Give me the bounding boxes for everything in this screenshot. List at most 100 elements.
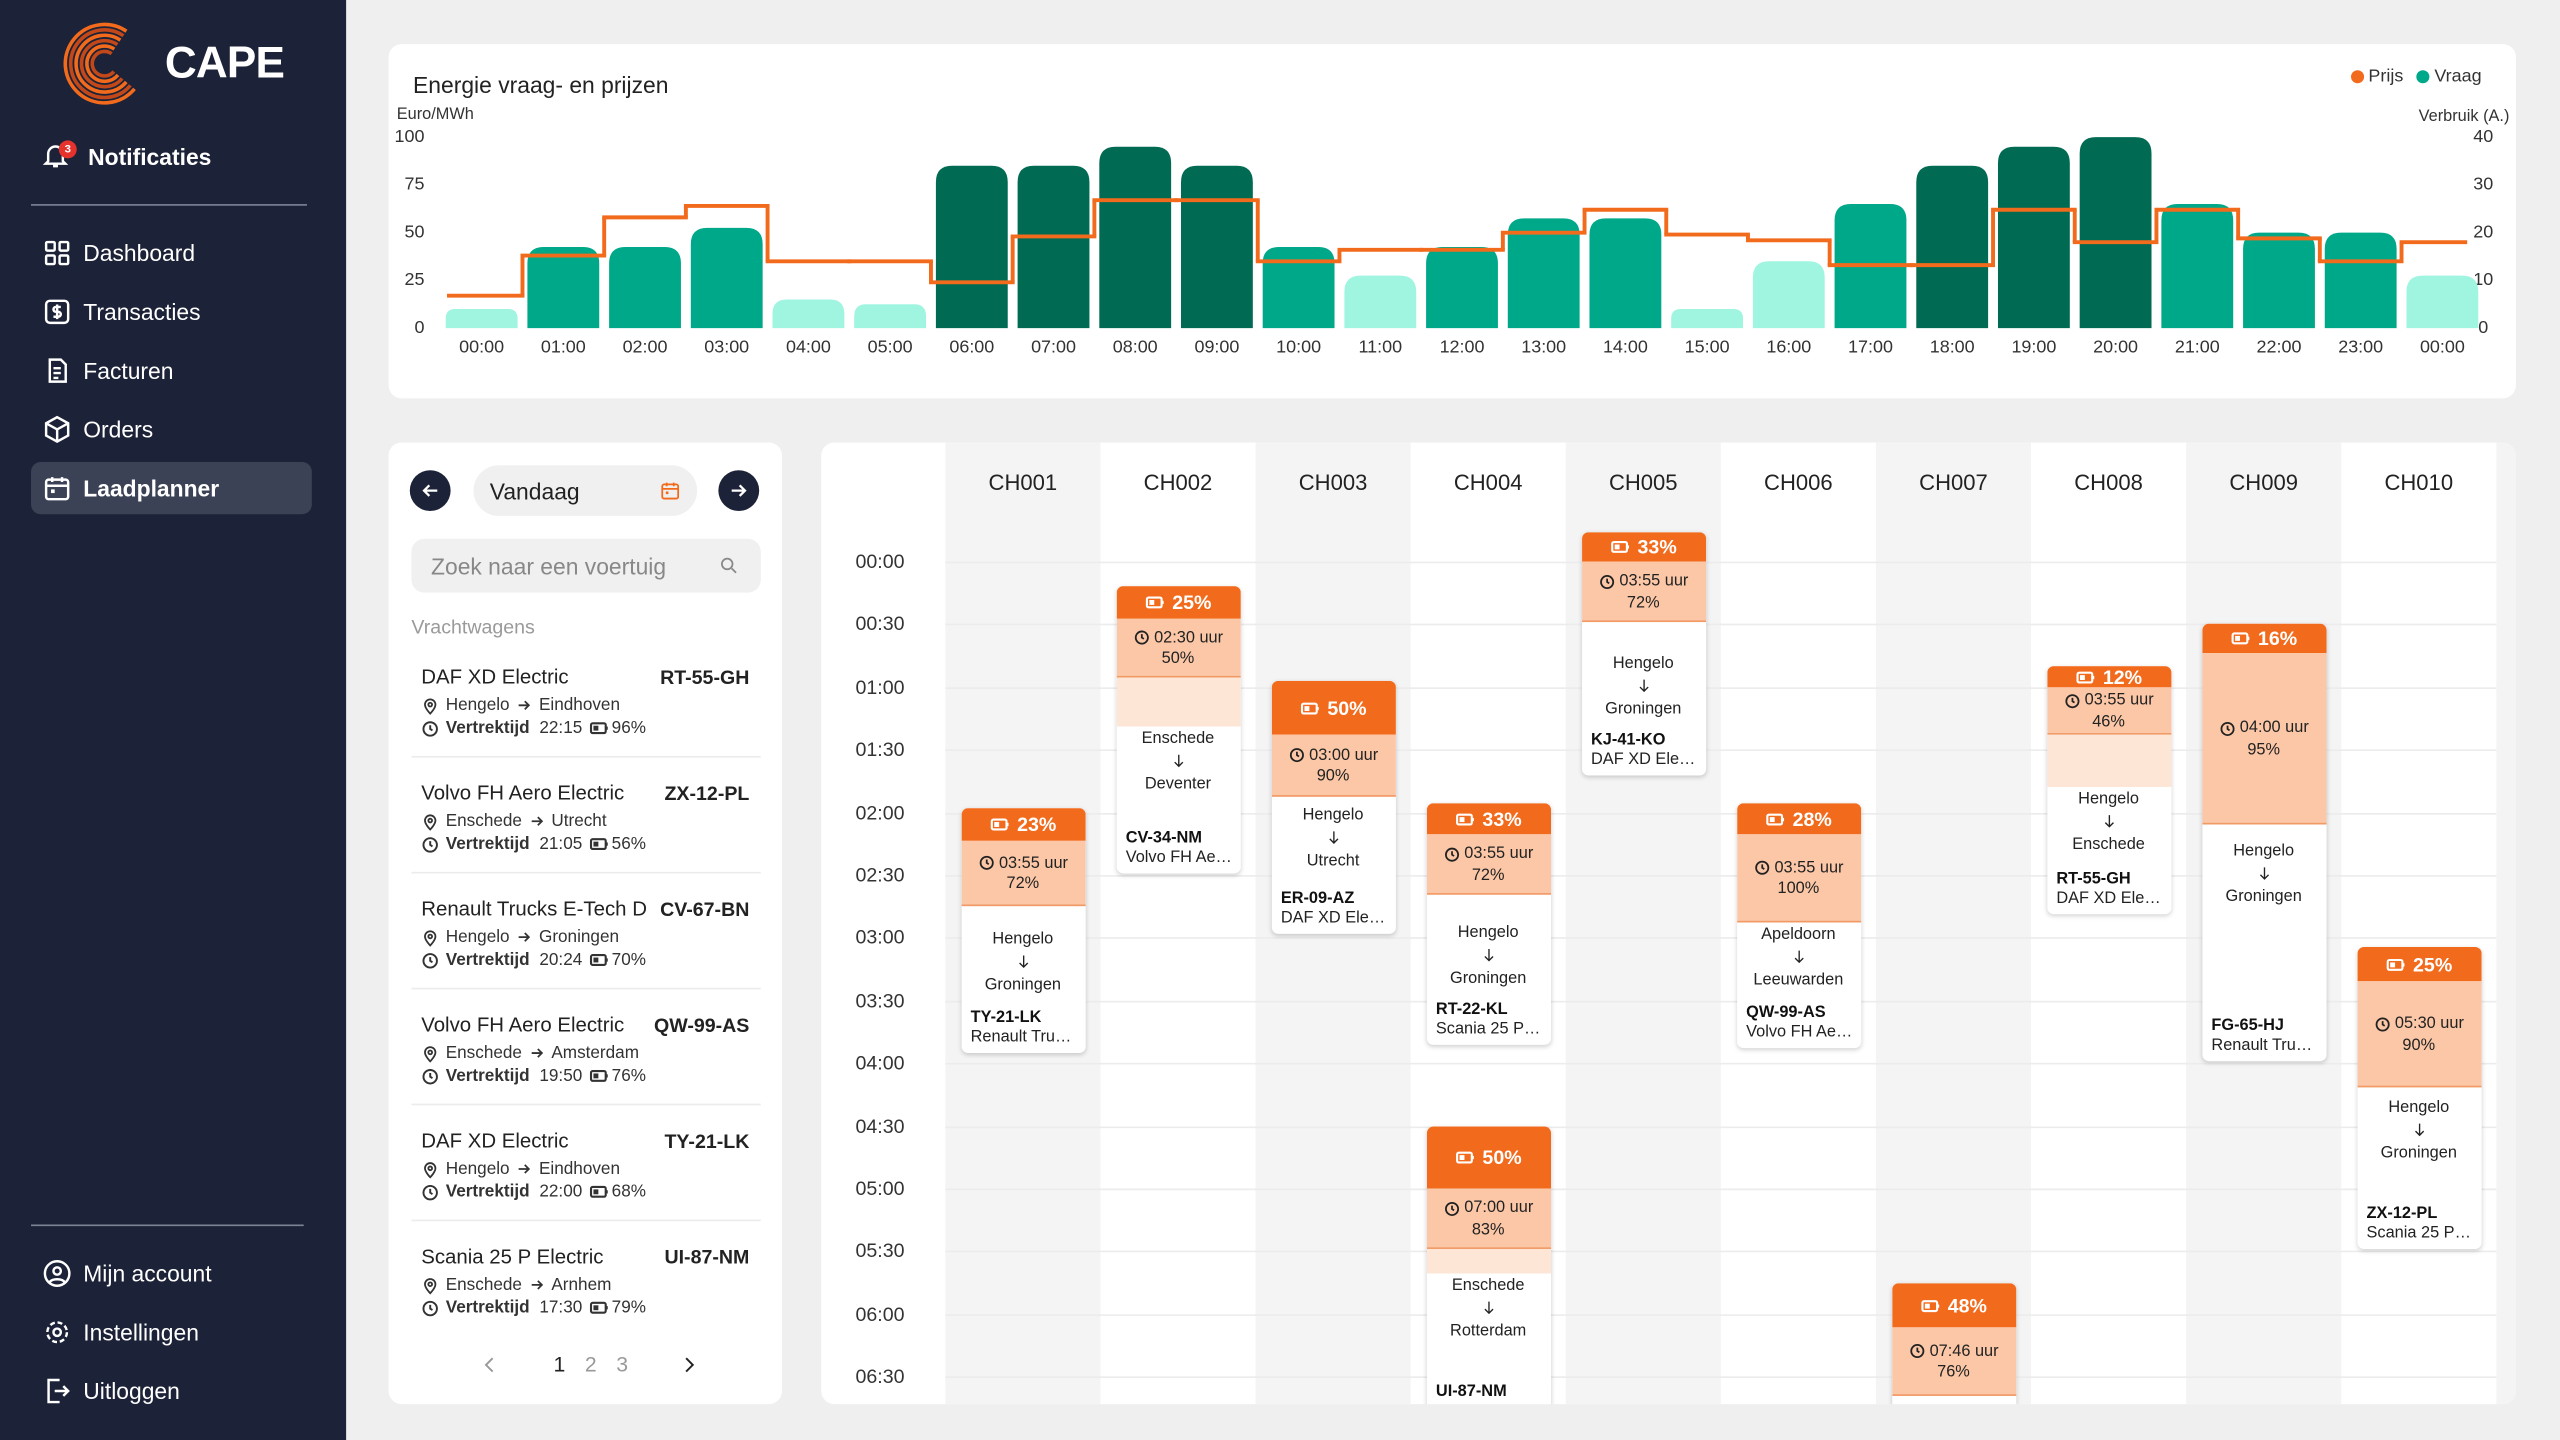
icon-part bbox=[2079, 674, 2085, 680]
row-line bbox=[945, 1376, 2497, 1379]
icon-part bbox=[422, 720, 438, 736]
icon-part bbox=[531, 816, 543, 826]
route-row: Enschede Amsterdam bbox=[421, 1043, 639, 1063]
departure-row: Vertrektijd 21:05 56% bbox=[421, 834, 646, 854]
charging-session[interactable]: 12% 03:55 uur 46% Hengelo Enschede RT-55-GH DA… bbox=[2046, 666, 2171, 915]
vehicle-name: Scania 25 P Electric bbox=[421, 1245, 604, 1269]
charging-session[interactable]: 50% 07:00 uur 83% Enschede Rotterdam UI-87-NM bbox=[1426, 1126, 1551, 1405]
icon bbox=[424, 1045, 437, 1062]
departure-label: Vertrektijd bbox=[445, 1066, 530, 1086]
search-placeholder: Zoek naar een voertuig bbox=[431, 553, 667, 580]
icon bbox=[1765, 812, 1784, 825]
demand-bar bbox=[1017, 165, 1090, 329]
icon bbox=[531, 1048, 543, 1058]
duration-row: 05:30 uur bbox=[2374, 1015, 2464, 1033]
page-prev[interactable] bbox=[478, 1353, 504, 1376]
next-day-button[interactable] bbox=[718, 470, 760, 512]
icon-part bbox=[1626, 545, 1629, 549]
icon-part bbox=[1599, 574, 1614, 589]
departure-row: Vertrektijd 17:30 79% bbox=[421, 1298, 646, 1318]
page-number[interactable]: 1 bbox=[553, 1351, 566, 1377]
session-vehicle: Volvo FH Ae… bbox=[1125, 848, 1232, 867]
vehicle-plate: CV-67-BN bbox=[660, 897, 750, 921]
route-to: Enschede bbox=[2072, 835, 2145, 854]
charging-session[interactable]: 48% 07:46 uur 76% bbox=[1891, 1283, 2016, 1405]
demand-bar bbox=[2324, 232, 2397, 329]
icon bbox=[422, 720, 438, 736]
icon bbox=[43, 1260, 71, 1287]
page-next[interactable] bbox=[677, 1353, 703, 1376]
session-header: 50% bbox=[1271, 680, 1396, 735]
charging-session[interactable]: 28% 03:55 uur 100% Apeldoorn Leeuwarden QW-99… bbox=[1736, 803, 1861, 1049]
icon-part bbox=[605, 726, 608, 730]
x-tick-label: 21:00 bbox=[2175, 336, 2220, 356]
duration: 02:30 uur bbox=[1154, 628, 1224, 647]
start-battery: 48% bbox=[1947, 1293, 1987, 1317]
section-label: Vrachtwagens bbox=[411, 615, 535, 639]
icon-part bbox=[44, 478, 70, 501]
route-from: Hengelo bbox=[445, 927, 510, 947]
icon bbox=[46, 1321, 69, 1344]
column-background bbox=[1875, 442, 2032, 1405]
icon-part bbox=[48, 1278, 66, 1283]
row-line bbox=[945, 875, 2497, 877]
row-line bbox=[945, 812, 2497, 815]
page-number[interactable]: 3 bbox=[616, 1351, 629, 1377]
date-picker[interactable] bbox=[473, 465, 698, 516]
charger-label: CH010 bbox=[2384, 470, 2454, 496]
search-input[interactable] bbox=[411, 538, 761, 593]
charging-session[interactable]: 50% 03:00 uur 90% Hengelo Utrecht ER-09-AZ DAF… bbox=[1271, 680, 1396, 934]
icon-part bbox=[422, 952, 438, 968]
session-header: 16% bbox=[2201, 623, 2326, 654]
icon-part bbox=[52, 1266, 63, 1276]
duration-row: 03:55 uur bbox=[2063, 691, 2154, 709]
icon-part bbox=[1160, 600, 1163, 605]
icon-part bbox=[993, 822, 999, 827]
departure-time: 20:24 bbox=[539, 950, 583, 970]
prev-day-button[interactable] bbox=[409, 470, 451, 512]
session-plate: FG-65-HJ bbox=[2211, 1017, 2285, 1036]
demand-bar bbox=[1589, 218, 1662, 329]
icon bbox=[1455, 812, 1474, 825]
page-number[interactable]: 2 bbox=[584, 1351, 597, 1377]
icon-part bbox=[592, 1189, 598, 1195]
nav-item[interactable] bbox=[31, 462, 312, 515]
charging-session[interactable]: 25% 02:30 uur 50% Enschede Deventer CV-34-NM V… bbox=[1115, 586, 1240, 874]
target-battery: 90% bbox=[1316, 767, 1350, 786]
charge-block: 03:00 uur 90% bbox=[1271, 734, 1396, 797]
session-plate: UI-87-NM bbox=[1435, 1382, 1507, 1401]
charging-session[interactable]: 25% 05:30 uur 90% Hengelo Groningen ZX-12-PL S… bbox=[2356, 946, 2481, 1249]
row-line bbox=[945, 1063, 2497, 1065]
time-label: 04:30 bbox=[855, 1114, 905, 1138]
notification-badge: 3 bbox=[58, 140, 77, 159]
icon-part bbox=[1303, 705, 1309, 711]
charge-block: 04:00 uur 95% bbox=[2201, 653, 2326, 825]
departure-label: Vertrektijd bbox=[445, 950, 530, 970]
route-row: Hengelo Eindhoven bbox=[421, 696, 620, 715]
logo-ring bbox=[90, 49, 119, 78]
route-row: Enschede Utrecht bbox=[421, 811, 607, 831]
icon-part bbox=[2091, 675, 2094, 679]
charging-session[interactable]: 16% 04:00 uur 95% Hengelo Groningen FG-65-HJ R… bbox=[2201, 623, 2326, 1062]
icon bbox=[1173, 754, 1183, 768]
session-header: 25% bbox=[1115, 586, 1240, 619]
route-from: Enschede bbox=[445, 1275, 522, 1295]
icon bbox=[1300, 701, 1318, 714]
icon-part bbox=[1148, 600, 1154, 605]
nav-item[interactable] bbox=[31, 403, 312, 455]
icon-part bbox=[1781, 817, 1784, 821]
y-tick-label: 0 bbox=[415, 317, 425, 337]
icon bbox=[589, 1185, 608, 1198]
charge-block: 03:55 uur 72% bbox=[1426, 834, 1551, 895]
charging-session[interactable]: 33% 03:55 uur 72% Hengelo Groningen KJ-41-KO D… bbox=[1581, 532, 1706, 776]
icon-part bbox=[1173, 754, 1183, 768]
charge-block: 03:55 uur 46% bbox=[2046, 687, 2171, 735]
route-row: Hengelo Eindhoven bbox=[421, 1159, 620, 1179]
icon-part bbox=[44, 240, 56, 252]
icon bbox=[422, 952, 438, 968]
charging-session[interactable]: 33% 03:55 uur 72% Hengelo Groningen RT-22-KL S… bbox=[1426, 803, 1551, 1045]
icon-part bbox=[1315, 706, 1318, 710]
route-to: Leeuwarden bbox=[1753, 971, 1844, 990]
icon bbox=[731, 484, 747, 497]
charging-session[interactable]: 23% 03:55 uur 72% Hengelo Groningen TY-21-LK R… bbox=[960, 808, 1085, 1054]
